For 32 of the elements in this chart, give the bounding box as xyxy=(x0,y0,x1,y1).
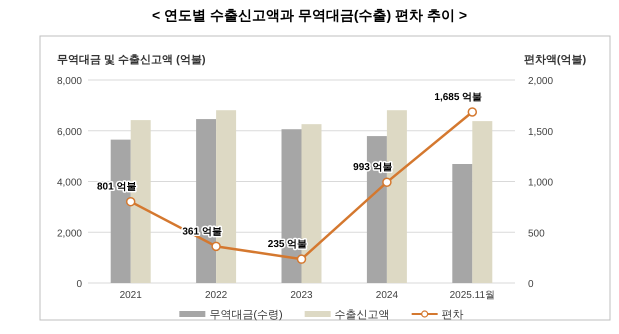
point xyxy=(468,107,478,117)
x-tick-label: 2025.11월 xyxy=(450,290,496,301)
legend-label: 수출신고액 xyxy=(334,309,390,321)
y-tick-label: 8,000 xyxy=(56,76,82,87)
y-tick-label: 4,000 xyxy=(56,178,82,188)
data-label: 801 억불 xyxy=(96,182,136,193)
y2-tick-label: 1,500 xyxy=(528,126,554,138)
point xyxy=(296,254,306,264)
legend-label: 편차 xyxy=(442,309,464,321)
y-axis-title: 무역대금 및 수출신고액 (억불) xyxy=(57,54,206,66)
data-label: 993 억불 xyxy=(353,162,393,174)
bar xyxy=(452,164,472,283)
y-tick-label: 0 xyxy=(76,279,82,290)
y2-tick-label: 500 xyxy=(528,228,546,240)
legend-label: 무역대금(수령) xyxy=(209,309,283,321)
bar xyxy=(472,121,492,283)
y-tick-label: 2,000 xyxy=(56,228,82,240)
data-label: 235 억불 xyxy=(268,239,308,250)
y2-tick-label: 2,000 xyxy=(528,76,554,87)
y-tick-label: 6,000 xyxy=(56,126,82,138)
y2-tick-label: 0 xyxy=(528,279,534,290)
point xyxy=(126,196,136,206)
x-tick-label: 2024 xyxy=(376,290,398,301)
point xyxy=(211,242,221,252)
point xyxy=(382,177,392,187)
x-tick-label: 2022 xyxy=(204,290,228,301)
data-label: 1,685 억불 xyxy=(434,92,482,103)
x-tick-label: 2021 xyxy=(120,290,142,301)
y2-axis-title: 편차액(억불) xyxy=(524,54,586,66)
y2-tick-label: 1,000 xyxy=(528,178,554,188)
chart-title: < 연도별 수출신고액과 무역대금(수출) 편차 추이 > xyxy=(152,7,468,23)
x-tick-label: 2023 xyxy=(290,290,314,301)
